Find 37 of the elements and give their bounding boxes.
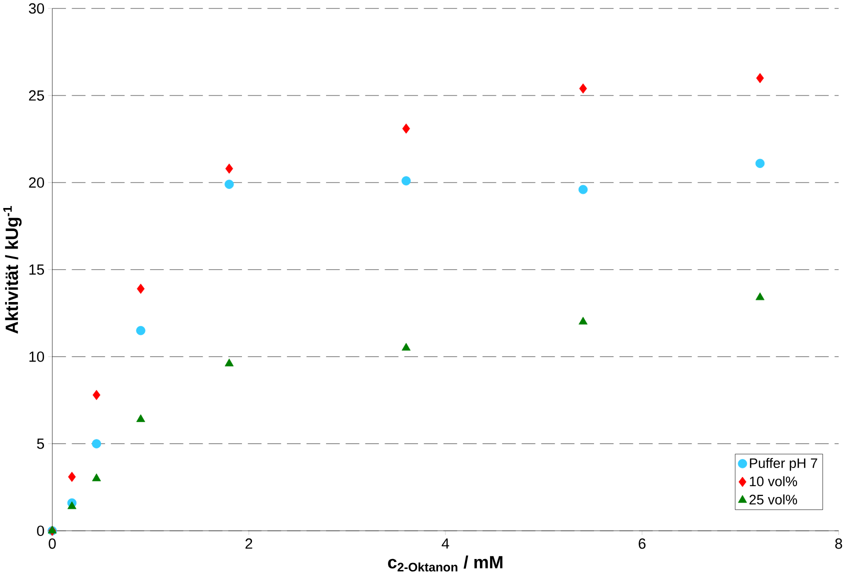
y-tick-label: 0 bbox=[37, 526, 44, 536]
x-tick-label: 2 bbox=[246, 538, 252, 549]
point bbox=[579, 84, 587, 94]
point bbox=[92, 390, 100, 400]
y-tick-label: 5 bbox=[37, 438, 44, 449]
y-tick-label: 25 bbox=[29, 90, 44, 101]
point bbox=[755, 158, 765, 168]
y-tick-label: 15 bbox=[29, 264, 44, 275]
point bbox=[578, 185, 588, 194]
point bbox=[224, 180, 234, 190]
y-tick-label: 20 bbox=[29, 177, 44, 188]
point bbox=[756, 73, 764, 84]
point bbox=[756, 292, 764, 300]
point bbox=[136, 326, 146, 336]
legend-label: 25 vol% bbox=[750, 494, 798, 505]
point bbox=[136, 284, 145, 294]
y-axis-title: Aktivität / kUg$^{-1}$ bbox=[3, 206, 22, 334]
x-tick-label: 8 bbox=[835, 538, 842, 549]
point bbox=[578, 316, 588, 325]
x-tick-label: 4 bbox=[442, 538, 450, 549]
legend-label: 10 vol% bbox=[750, 476, 798, 486]
x-tick-label: 6 bbox=[638, 538, 646, 549]
point bbox=[402, 176, 411, 186]
point bbox=[92, 474, 101, 482]
point bbox=[402, 124, 410, 134]
point bbox=[402, 343, 411, 351]
legend-label: Puffer pH 7 bbox=[750, 458, 818, 471]
point bbox=[136, 414, 146, 422]
point bbox=[68, 472, 76, 482]
point bbox=[225, 164, 234, 174]
x-axis-title: c$_{2-Oktanon}$ / mM bbox=[388, 556, 502, 572]
y-tick-label: 10 bbox=[29, 352, 44, 362]
x-tick-label: 0 bbox=[48, 538, 56, 549]
point bbox=[67, 501, 76, 510]
y-tick-label: 30 bbox=[28, 3, 44, 14]
point bbox=[92, 439, 102, 448]
point bbox=[224, 358, 234, 366]
